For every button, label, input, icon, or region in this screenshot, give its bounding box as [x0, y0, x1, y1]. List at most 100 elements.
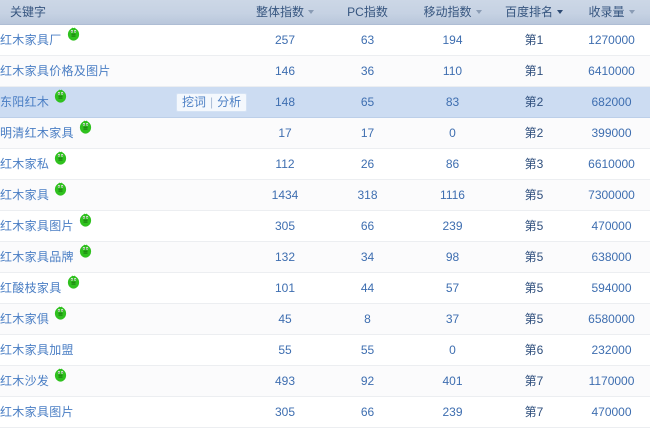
- cell-overall-index: 1434: [245, 179, 325, 211]
- keyword-ranking-table: 关键字 整体指数 PC指数 移动指数 百度排名 收录量 红木家具厂 257 63 19…: [0, 0, 650, 428]
- cell-keyword: 红木家具图片: [0, 396, 245, 428]
- keyword-link[interactable]: 红木家私: [0, 157, 50, 171]
- sort-desc-arrow-icon[interactable]: [628, 10, 635, 15]
- keyword-link[interactable]: 红木家具图片: [0, 219, 74, 233]
- cell-pc-index: 26: [325, 148, 410, 180]
- keyword-link[interactable]: 红木家具厂: [0, 33, 62, 47]
- sort-desc-arrow-icon[interactable]: [308, 10, 314, 15]
- keyword-link[interactable]: 红木家俱: [0, 312, 50, 326]
- cell-overall-index: 101: [245, 272, 325, 304]
- cell-keyword: 明清红木家具: [0, 117, 245, 149]
- table-row[interactable]: 红木家具价格及图片 146 36 110 第1 6410000: [0, 55, 650, 87]
- cell-indexed-count: 6410000: [573, 55, 650, 87]
- column-header-keyword[interactable]: 关键字: [0, 0, 245, 25]
- cell-keyword: 东阳红木 挖词 | 分析: [0, 85, 248, 118]
- cell-baidu-rank: 第2: [495, 85, 573, 118]
- cell-keyword: 红木家具图片: [0, 210, 245, 242]
- sort-desc-arrow-icon-active[interactable]: [557, 10, 563, 15]
- cell-overall-index: 45: [245, 303, 325, 335]
- cell-overall-index: 257: [245, 24, 325, 56]
- keyword-link[interactable]: 红木家具图片: [0, 405, 74, 419]
- cell-indexed-count: 1170000: [573, 365, 650, 397]
- table-row[interactable]: 红木家具 1434 318 1116 第5 7300000: [0, 179, 650, 211]
- keyword-link[interactable]: 红木沙发: [0, 374, 50, 388]
- cell-pc-index: 44: [325, 272, 410, 304]
- table-row[interactable]: 明清红木家具 17 17 0 第2 399000: [0, 117, 650, 149]
- cell-mobile-index: 239: [410, 396, 495, 428]
- cell-keyword: 红木家具价格及图片: [0, 55, 245, 87]
- cell-keyword: 红木家俱: [0, 303, 245, 335]
- table-row[interactable]: 红木家私 112 26 86 第3 6610000: [0, 148, 650, 180]
- cell-indexed-count: 7300000: [573, 179, 650, 211]
- table-row[interactable]: 红木家具图片 305 66 239 第5 470000: [0, 210, 650, 242]
- table-row[interactable]: 红木家具厂 257 63 194 第1 1270000: [0, 24, 650, 56]
- table-header: 关键字 整体指数 PC指数 移动指数 百度排名 收录量: [0, 0, 650, 25]
- keyword-link[interactable]: 东阳红木: [0, 95, 50, 109]
- table-row[interactable]: 红酸枝家具 101 44 57 第5 594000: [0, 272, 650, 304]
- cell-indexed-count: 232000: [573, 334, 650, 366]
- column-header-pc-index[interactable]: PC指数: [325, 0, 410, 25]
- column-header-indexed-count-label: 收录量: [588, 5, 625, 20]
- column-header-overall-index[interactable]: 整体指数: [245, 0, 325, 25]
- qq-chat-icon[interactable]: [67, 275, 80, 289]
- keyword-link[interactable]: 明清红木家具: [0, 126, 74, 140]
- column-header-pc-index-label: PC指数: [347, 5, 388, 20]
- qq-chat-icon[interactable]: [54, 182, 67, 196]
- table-row[interactable]: 红木家俱 45 8 37 第5 6580000: [0, 303, 650, 335]
- table-row[interactable]: 红木家具加盟 55 55 0 第6 232000: [0, 334, 650, 366]
- qq-chat-icon[interactable]: [79, 213, 92, 227]
- cell-mobile-index: 110: [410, 55, 495, 87]
- cell-overall-index: 132: [245, 241, 325, 273]
- cell-indexed-count: 682000: [573, 85, 650, 118]
- qq-chat-icon[interactable]: [54, 368, 67, 382]
- keyword-link[interactable]: 红酸枝家具: [0, 281, 62, 295]
- cell-pc-index: 318: [325, 179, 410, 211]
- column-header-mobile-index[interactable]: 移动指数: [410, 0, 495, 25]
- table-header-row: 关键字 整体指数 PC指数 移动指数 百度排名 收录量: [0, 0, 650, 25]
- keyword-link[interactable]: 红木家具加盟: [0, 343, 74, 357]
- cell-keyword: 红木家具加盟: [0, 334, 245, 366]
- dig-keyword-link[interactable]: 挖词: [182, 94, 207, 109]
- cell-baidu-rank: 第7: [495, 365, 573, 397]
- cell-overall-index: 146: [245, 55, 325, 87]
- analyze-keyword-link[interactable]: 分析: [217, 94, 242, 109]
- cell-overall-index: 305: [245, 396, 325, 428]
- cell-mobile-index: 239: [410, 210, 495, 242]
- cell-baidu-rank: 第7: [495, 396, 573, 428]
- cell-pc-index: 36: [325, 55, 410, 87]
- cell-baidu-rank: 第1: [495, 55, 573, 87]
- cell-mobile-index: 401: [410, 365, 495, 397]
- qq-chat-icon[interactable]: [54, 306, 67, 320]
- sort-desc-arrow-icon[interactable]: [475, 10, 482, 15]
- cell-pc-index: 65: [325, 85, 410, 118]
- table-row[interactable]: 红木家具图片 305 66 239 第7 470000: [0, 396, 650, 428]
- qq-chat-icon[interactable]: [79, 120, 92, 134]
- cell-mobile-index: 83: [410, 85, 495, 118]
- cell-overall-index: 55: [245, 334, 325, 366]
- cell-overall-index: 305: [245, 210, 325, 242]
- column-header-indexed-count[interactable]: 收录量: [573, 0, 650, 25]
- qq-chat-icon[interactable]: [67, 27, 80, 41]
- keyword-link[interactable]: 红木家具品牌: [0, 250, 74, 264]
- table-row[interactable]: 红木沙发 493 92 401 第7 1170000: [0, 365, 650, 397]
- cell-keyword: 红木沙发: [0, 365, 245, 397]
- cell-mobile-index: 98: [410, 241, 495, 273]
- cell-baidu-rank: 第5: [495, 241, 573, 273]
- qq-chat-icon[interactable]: [54, 151, 67, 165]
- column-header-overall-index-label: 整体指数: [255, 5, 304, 20]
- cell-indexed-count: 399000: [573, 117, 650, 149]
- cell-pc-index: 92: [325, 365, 410, 397]
- cell-baidu-rank: 第5: [495, 272, 573, 304]
- keyword-link[interactable]: 红木家具: [0, 188, 50, 202]
- cell-baidu-rank: 第2: [495, 117, 573, 149]
- cell-overall-index: 112: [245, 148, 325, 180]
- column-header-mobile-index-label: 移动指数: [423, 5, 472, 20]
- keyword-link[interactable]: 红木家具价格及图片: [0, 64, 111, 78]
- table-row[interactable]: 红木家具品牌 132 34 98 第5 638000: [0, 241, 650, 273]
- table-row[interactable]: 东阳红木 挖词 | 分析 148 65 83 第2 682000: [0, 85, 650, 118]
- cell-keyword: 红木家具品牌: [0, 241, 245, 273]
- column-header-baidu-rank[interactable]: 百度排名: [495, 0, 573, 25]
- cell-mobile-index: 194: [410, 24, 495, 56]
- qq-chat-icon[interactable]: [79, 244, 92, 258]
- qq-chat-icon[interactable]: [54, 89, 67, 103]
